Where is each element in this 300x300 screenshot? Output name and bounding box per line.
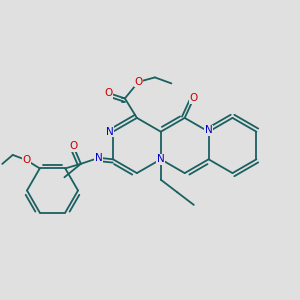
Text: O: O — [69, 141, 77, 152]
Text: O: O — [190, 93, 198, 103]
Text: N: N — [95, 153, 103, 163]
Text: N: N — [157, 154, 165, 164]
Text: O: O — [104, 88, 112, 98]
Text: O: O — [134, 77, 142, 87]
Text: O: O — [22, 155, 30, 165]
Text: N: N — [106, 127, 114, 137]
Text: N: N — [205, 125, 212, 135]
